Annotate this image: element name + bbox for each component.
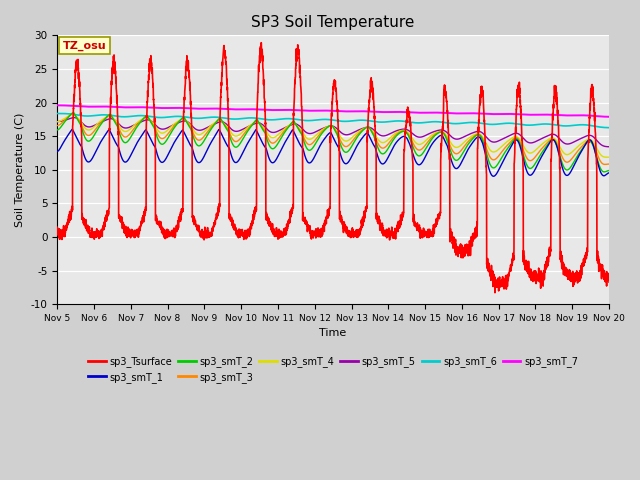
Line: sp3_smT_1: sp3_smT_1: [57, 129, 609, 176]
sp3_smT_5: [605, 144, 612, 150]
Title: SP3 Soil Temperature: SP3 Soil Temperature: [252, 15, 415, 30]
sp3_Tsurface: [605, 274, 612, 280]
sp3_smT_4: [207, 122, 215, 128]
sp3_smT_7: [387, 109, 395, 115]
Line: sp3_smT_5: sp3_smT_5: [57, 118, 609, 147]
sp3_smT_7: [605, 114, 612, 120]
sp3_smT_3: [53, 123, 61, 129]
sp3_smT_7: [207, 106, 215, 111]
sp3_smT_4: [53, 119, 61, 125]
sp3_Tsurface: [207, 233, 215, 239]
Line: sp3_smT_4: sp3_smT_4: [57, 114, 609, 157]
sp3_smT_7: [605, 114, 613, 120]
sp3_smT_1: [53, 148, 61, 154]
sp3_smT_3: [387, 137, 395, 143]
sp3_Tsurface: [257, 40, 265, 46]
sp3_smT_5: [397, 127, 404, 132]
sp3_smT_4: [605, 154, 613, 160]
sp3_smT_2: [605, 168, 612, 173]
sp3_smT_6: [605, 125, 612, 131]
sp3_smT_3: [605, 161, 613, 167]
Line: sp3_smT_7: sp3_smT_7: [57, 105, 609, 117]
sp3_Tsurface: [553, 98, 561, 104]
sp3_smT_6: [172, 114, 179, 120]
sp3_smT_6: [207, 114, 215, 120]
X-axis label: Time: Time: [319, 328, 347, 338]
sp3_smT_4: [387, 134, 395, 140]
sp3_smT_5: [53, 119, 61, 124]
sp3_smT_4: [605, 154, 612, 160]
sp3_smT_2: [553, 143, 561, 148]
sp3_Tsurface: [491, 290, 499, 296]
sp3_Tsurface: [397, 212, 404, 218]
sp3_smT_2: [605, 168, 613, 173]
sp3_smT_7: [553, 112, 561, 118]
sp3_Tsurface: [53, 230, 61, 236]
sp3_Tsurface: [387, 229, 395, 235]
sp3_smT_1: [490, 173, 497, 179]
sp3_smT_4: [70, 111, 77, 117]
sp3_smT_1: [605, 170, 612, 176]
Line: sp3_Tsurface: sp3_Tsurface: [57, 43, 609, 293]
sp3_Tsurface: [605, 279, 613, 285]
sp3_smT_6: [387, 119, 395, 124]
sp3_smT_4: [603, 154, 611, 160]
sp3_smT_1: [207, 139, 215, 145]
sp3_smT_1: [68, 126, 76, 132]
sp3_smT_2: [387, 141, 395, 146]
sp3_smT_5: [605, 144, 613, 150]
sp3_smT_2: [600, 169, 608, 175]
Line: sp3_smT_2: sp3_smT_2: [57, 112, 609, 172]
sp3_smT_6: [53, 110, 61, 116]
sp3_smT_2: [397, 130, 404, 135]
Line: sp3_smT_6: sp3_smT_6: [57, 113, 609, 128]
Line: sp3_smT_3: sp3_smT_3: [57, 113, 609, 165]
sp3_smT_5: [207, 122, 215, 128]
sp3_smT_3: [605, 161, 612, 167]
sp3_smT_3: [70, 110, 77, 116]
sp3_smT_3: [172, 122, 179, 128]
sp3_Tsurface: [172, 233, 179, 239]
sp3_smT_5: [387, 131, 395, 136]
sp3_smT_6: [605, 125, 613, 131]
sp3_smT_5: [553, 133, 561, 139]
sp3_smT_3: [553, 141, 561, 146]
Legend: sp3_Tsurface, sp3_smT_1, sp3_smT_2, sp3_smT_3, sp3_smT_4, sp3_smT_5, sp3_smT_6, : sp3_Tsurface, sp3_smT_1, sp3_smT_2, sp3_…: [84, 352, 582, 386]
sp3_smT_6: [397, 118, 404, 124]
sp3_smT_2: [53, 127, 61, 133]
sp3_smT_4: [553, 138, 561, 144]
sp3_smT_4: [397, 128, 404, 133]
sp3_smT_6: [553, 122, 561, 128]
sp3_smT_1: [172, 137, 179, 143]
sp3_smT_5: [70, 115, 78, 120]
sp3_smT_7: [397, 109, 404, 115]
sp3_smT_2: [70, 109, 77, 115]
sp3_smT_2: [207, 126, 215, 132]
sp3_smT_3: [601, 162, 609, 168]
sp3_smT_1: [605, 170, 613, 176]
sp3_smT_3: [397, 129, 404, 134]
sp3_smT_7: [53, 102, 61, 108]
Y-axis label: Soil Temperature (C): Soil Temperature (C): [15, 112, 25, 227]
sp3_smT_2: [172, 123, 179, 129]
sp3_smT_5: [172, 121, 179, 127]
sp3_smT_7: [172, 105, 179, 111]
sp3_smT_1: [387, 149, 395, 155]
sp3_smT_1: [553, 144, 561, 149]
sp3_smT_1: [397, 135, 404, 141]
Text: TZ_osu: TZ_osu: [63, 41, 106, 51]
sp3_smT_4: [172, 120, 179, 126]
sp3_smT_3: [207, 124, 215, 130]
